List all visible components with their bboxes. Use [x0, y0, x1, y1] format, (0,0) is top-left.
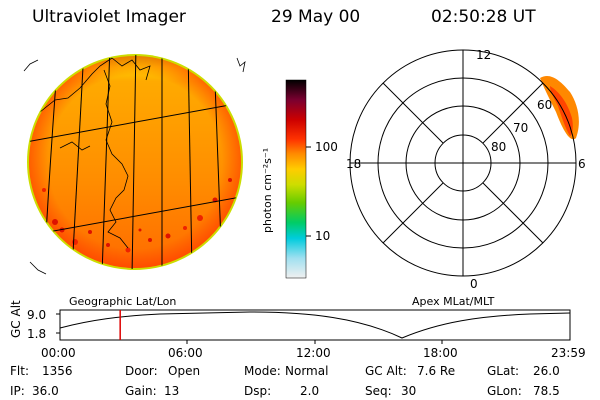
outer-coastlines [23, 57, 246, 275]
mlt-label-0: 0 [470, 277, 478, 291]
mlat-label-80: 80 [491, 140, 507, 154]
uv-earth-image [27, 54, 243, 270]
mlt-spoke-15 [482, 82, 544, 144]
colorbar-scale [285, 79, 307, 279]
gc-alt-label: GC Alt: [365, 364, 407, 378]
altitude-tick-high: 9.0 [27, 308, 47, 322]
altitude-strip [56, 309, 571, 344]
coastlines [39, 57, 151, 249]
colorbar [285, 79, 311, 279]
ip-label: IP: [10, 384, 25, 398]
dsp-value: 2.0 [300, 384, 320, 398]
mode-label: Mode: [244, 364, 281, 378]
seq-value: 30 [401, 384, 417, 398]
mlat-label-60: 60 [537, 98, 553, 112]
time-tick-1800: 18:00 [423, 346, 458, 360]
flight-label: Flt: [10, 364, 29, 378]
glat-value: 26.0 [533, 364, 560, 378]
altitude-axis-title: GC Alt [9, 300, 23, 338]
mlt-spoke-3 [382, 182, 444, 244]
altitude-strip-frame [59, 309, 571, 341]
altitude-tick-low: 1.8 [27, 327, 47, 341]
gain-value: 13 [164, 384, 180, 398]
colorbar-label-100: 100 [315, 140, 338, 154]
door-label: Door: [125, 364, 158, 378]
glon-label: GLon: [487, 384, 522, 398]
mode-value: Normal [285, 364, 329, 378]
colorbar-label-10: 10 [315, 229, 331, 243]
mlt-label-12: 12 [476, 48, 492, 62]
glat-label: GLat: [487, 364, 520, 378]
time-tick-0000: 00:00 [41, 346, 76, 360]
mlt-spoke-21 [382, 82, 444, 144]
colorbar-unit-label: photon cm⁻²s⁻¹ [261, 147, 274, 233]
mlt-spoke-9 [482, 182, 544, 244]
dsp-label: Dsp: [244, 384, 272, 398]
glon-value: 78.5 [533, 384, 560, 398]
seq-label: Seq: [365, 384, 392, 398]
mlat-label-70: 70 [513, 121, 529, 135]
instrument-title: Ultraviolet Imager [32, 7, 186, 27]
altitude-curve [59, 311, 571, 339]
polar-plot [349, 49, 579, 277]
mlt-label-6: 6 [578, 157, 586, 171]
time-tick-1200: 12:00 [296, 346, 331, 360]
gc-alt-value: 7.6 Re [417, 364, 456, 378]
disk-limb-brightening [29, 56, 241, 268]
apex-caption: Apex MLat/MLT [412, 295, 495, 308]
flight-value: 1356 [42, 364, 73, 378]
gain-label: Gain: [125, 384, 157, 398]
observation-date: 29 May 00 [271, 7, 361, 27]
door-value: Open [168, 364, 201, 378]
observation-time: 02:50:28 UT [431, 7, 536, 27]
geographic-caption: Geographic Lat/Lon [69, 295, 177, 308]
time-tick-2359: 23:59 [551, 346, 586, 360]
mlt-label-18: 18 [346, 157, 362, 171]
ip-value: 36.0 [32, 384, 59, 398]
time-tick-0600: 06:00 [168, 346, 203, 360]
